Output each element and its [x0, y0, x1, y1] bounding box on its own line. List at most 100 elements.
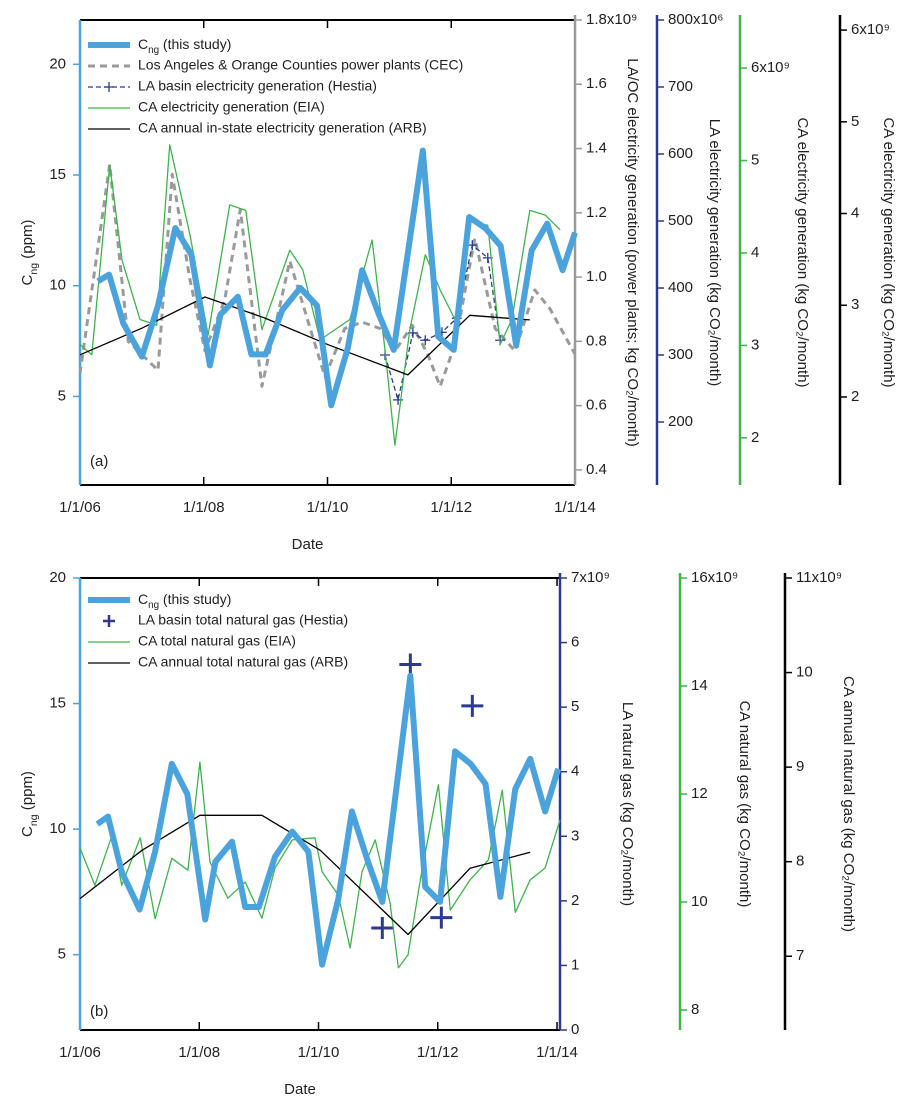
- legend-label: CA total natural gas (EIA): [138, 633, 296, 649]
- text-part: ng: [28, 263, 40, 275]
- y-tick-label: 14: [691, 677, 708, 694]
- y-tick-label: 5: [58, 387, 66, 404]
- y-tick-label: 12: [691, 785, 708, 802]
- legend-label: CA electricity generation (EIA): [138, 99, 325, 115]
- x-tick-label: 1/1/08: [183, 499, 225, 516]
- legend-label: Los Angeles & Orange Counties power plan…: [138, 57, 463, 73]
- y-tick-label: 700: [668, 78, 693, 95]
- y-tick-label: 600: [668, 145, 693, 162]
- y-tick-label: 20: [49, 569, 66, 586]
- plus-marker: [461, 694, 484, 717]
- text-part: (this study): [159, 36, 231, 52]
- legend-label: LA basin total natural gas (Hestia): [138, 612, 348, 628]
- text-part: C: [19, 826, 36, 837]
- legend: Cng (this study) LA basin total natural g…: [88, 591, 348, 670]
- y-tick-label: 6x10⁹: [851, 21, 890, 38]
- y-tick-label: 10: [796, 664, 813, 681]
- y-tick-label: 200: [668, 413, 693, 430]
- y-tick-label: 15: [49, 166, 66, 183]
- series-line: [96, 147, 578, 409]
- text-part: C: [19, 274, 36, 285]
- x-tick-label: 1/1/12: [430, 499, 472, 516]
- plus-marker: [371, 916, 394, 939]
- y-axis-title: Cng (ppm): [19, 771, 40, 837]
- plus-marker: [430, 906, 453, 929]
- text-part: ng: [28, 814, 40, 826]
- series-line: [78, 163, 577, 388]
- y-tick-label: 4: [851, 204, 859, 221]
- x-tick-label: 1/1/14: [554, 499, 596, 516]
- y-tick-label: 15: [49, 695, 66, 712]
- y-tick-label: 6: [571, 634, 579, 651]
- y-tick-label: 10: [49, 277, 66, 294]
- y-tick-label: 2: [751, 429, 759, 446]
- y-tick-label: 400: [668, 279, 693, 296]
- x-tick-label: 1/1/06: [59, 1044, 101, 1061]
- y-tick-label: 7: [796, 947, 804, 964]
- y-tick-label: 7x10⁹: [571, 569, 610, 586]
- text-part: C: [138, 591, 148, 607]
- plus-marker: [467, 240, 478, 251]
- y-tick-label: 1.2: [586, 204, 607, 221]
- y-tick-label: 2: [851, 388, 859, 405]
- legend-marker: [104, 82, 114, 92]
- y-tick-label: 5: [571, 698, 579, 715]
- y-tick-label: 0.6: [586, 397, 607, 414]
- y-tick-label: 8: [691, 1001, 699, 1018]
- y-tick-label: 11x10⁹: [796, 569, 842, 586]
- y-axis-title: Cng (ppm): [19, 220, 40, 286]
- x-axis-title: Date: [284, 1081, 316, 1098]
- legend-label: LA basin electricity generation (Hestia): [138, 78, 377, 94]
- legend-label: CA annual total natural gas (ARB): [138, 654, 348, 670]
- text-part: (this study): [159, 591, 231, 607]
- y-tick-label: 5: [851, 113, 859, 130]
- x-axis-title: Date: [292, 536, 324, 553]
- text-part: (ppm): [19, 771, 36, 814]
- y-tick-label: 10: [691, 893, 708, 910]
- series-line: [79, 761, 561, 969]
- y-axis-title: CA natural gas (kg CO₂/month): [736, 701, 753, 908]
- y-tick-label: 8: [796, 853, 804, 870]
- y-tick-label: 9: [796, 758, 804, 775]
- y-axis-title: LA electricity generation (kg CO₂/month): [706, 119, 723, 387]
- y-axis-title: CA electricity generation (kg CO₂/month): [880, 117, 897, 387]
- y-axis-title: CA electricity generation (kg CO₂/month): [794, 117, 811, 387]
- x-tick-label: 1/1/14: [536, 1044, 578, 1061]
- y-tick-label: 800x10⁶: [668, 11, 723, 28]
- y-tick-label: 1: [571, 956, 579, 973]
- y-tick-label: 2: [571, 892, 579, 909]
- legend-label: Cng (this study): [138, 36, 231, 56]
- panel-label: (a): [90, 453, 108, 470]
- x-tick-label: 1/1/10: [307, 499, 349, 516]
- x-tick-label: 1/1/10: [298, 1044, 340, 1061]
- y-tick-label: 3: [851, 296, 859, 313]
- series-line: [95, 672, 562, 968]
- y-tick-label: 3: [571, 827, 579, 844]
- plus-marker: [399, 653, 422, 676]
- text-part: ng: [148, 600, 159, 611]
- y-axis-title: LA/OC electricity generation (power plan…: [624, 58, 641, 446]
- y-tick-label: 1.0: [586, 268, 607, 285]
- y-tick-label: 300: [668, 346, 693, 363]
- y-tick-label: 16x10⁹: [691, 569, 738, 586]
- x-tick-label: 1/1/06: [59, 499, 101, 516]
- y-tick-label: 0.8: [586, 332, 607, 349]
- y-tick-label: 1.8x10⁹: [586, 11, 637, 28]
- y-tick-label: 5: [751, 151, 759, 168]
- y-tick-label: 6x10⁹: [751, 59, 790, 76]
- panel-label: (b): [90, 1003, 108, 1020]
- y-tick-label: 10: [49, 820, 66, 837]
- x-tick-label: 1/1/08: [178, 1044, 220, 1061]
- text-part: C: [138, 36, 148, 52]
- y-tick-label: 3: [751, 336, 759, 353]
- y-tick-label: 20: [49, 55, 66, 72]
- y-tick-label: 5: [58, 946, 66, 963]
- legend-marker: [103, 615, 115, 627]
- legend: Cng (this study)Los Angeles & Orange Cou…: [88, 36, 463, 136]
- y-tick-label: 4: [571, 763, 579, 780]
- y-tick-label: 1.4: [586, 140, 607, 157]
- y-tick-label: 4: [751, 244, 759, 261]
- y-tick-label: 0.4: [586, 461, 607, 478]
